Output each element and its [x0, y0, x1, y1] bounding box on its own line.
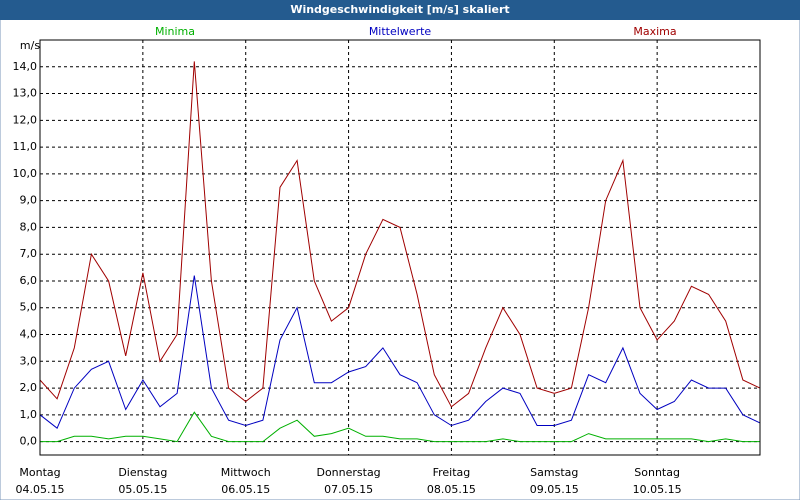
x-tick-label: Mittwoch	[221, 466, 271, 479]
chart-title: Windgeschwindigkeit [m/s] skaliert	[290, 3, 509, 16]
y-tick-label: 2,0	[20, 381, 38, 394]
series-line	[40, 411, 760, 443]
legend-label: Minima	[155, 25, 195, 38]
x-tick-label: Samstag	[530, 466, 578, 479]
labels: 0,0 1,0 2,0 3,0 4,0 5,0 6,0 7,0 8,0 9,0 10,0 11,0 12…	[13, 25, 682, 496]
plot-lines	[39, 61, 761, 443]
y-tick-label: 12,0	[13, 113, 38, 126]
plot-frame	[39, 39, 761, 456]
x-tick-label: Montag	[19, 466, 60, 479]
x-tick-date: 06.05.15	[221, 483, 270, 496]
x-tick-label: Sonntag	[634, 466, 680, 479]
y-tick-label: 7,0	[20, 247, 38, 260]
y-tick-label: 14,0	[13, 60, 38, 73]
x-tick-date: 09.05.15	[530, 483, 579, 496]
x-tick-label: Dienstag	[118, 466, 167, 479]
series-line	[39, 61, 761, 408]
x-tick-date: 08.05.15	[427, 483, 476, 496]
title-bar	[0, 0, 800, 20]
x-tick-label: Freitag	[433, 466, 471, 479]
y-tick-label: 3,0	[20, 354, 38, 367]
x-tick-date: 10.05.15	[633, 483, 682, 496]
y-tick-label: 4,0	[20, 328, 38, 341]
x-tick-label: Donnerstag	[316, 466, 380, 479]
x-tick-date: 07.05.15	[324, 483, 373, 496]
y-tick-label: 8,0	[20, 220, 38, 233]
y-tick-label: 6,0	[20, 274, 38, 287]
y-tick-label: 5,0	[20, 301, 38, 314]
y-axis-label: m/s	[20, 39, 40, 52]
legend-label: Maxima	[633, 25, 676, 38]
y-tick-label: 10,0	[13, 167, 38, 180]
series-line	[39, 275, 761, 429]
x-tick-date: 04.05.15	[16, 483, 65, 496]
y-tick-label: 0,0	[20, 435, 38, 448]
y-tick-label: 11,0	[13, 140, 38, 153]
x-tick-date: 05.05.15	[118, 483, 167, 496]
legend-label: Mittelwerte	[369, 25, 432, 38]
y-tick-label: 1,0	[20, 408, 38, 421]
y-tick-label: 9,0	[20, 194, 38, 207]
y-tick-label: 13,0	[13, 87, 38, 100]
